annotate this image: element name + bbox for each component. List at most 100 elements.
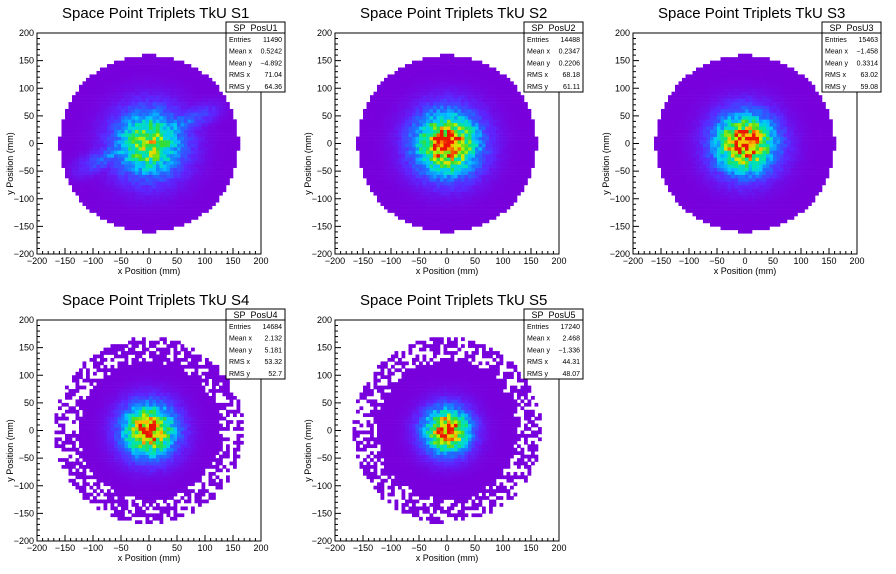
heatmap-cell — [177, 70, 181, 75]
heatmap-cell — [699, 216, 704, 220]
heatmap-cell — [492, 178, 497, 182]
heatmap-cell — [475, 174, 479, 179]
heatmap-cell — [433, 77, 437, 82]
heatmap-cell — [443, 129, 448, 134]
heatmap-cell — [198, 171, 202, 175]
heatmap-cell — [412, 60, 416, 65]
heatmap-cell — [373, 105, 378, 110]
heatmap-cell — [433, 108, 437, 113]
heatmap-cell — [401, 67, 406, 72]
heatmap-cell — [475, 129, 479, 134]
heatmap-cell — [450, 167, 455, 172]
heatmap-cell — [128, 112, 132, 117]
heatmap-cell — [180, 136, 185, 141]
heatmap-cell — [654, 136, 658, 141]
heatmap-cell — [380, 167, 385, 172]
heatmap-cell — [506, 153, 511, 158]
heatmap-cell — [107, 140, 111, 144]
heatmap-cell — [447, 70, 451, 75]
heatmap-cell — [685, 102, 690, 106]
heatmap-cell — [75, 174, 80, 179]
heatmap-cell — [107, 129, 111, 134]
heatmap-cell — [100, 88, 104, 92]
heatmap-cell — [478, 126, 483, 130]
heatmap-cell — [422, 98, 427, 103]
heatmap-cell — [475, 102, 479, 106]
heatmap-cell — [156, 157, 160, 162]
heatmap-cell — [450, 64, 455, 68]
heatmap-cell — [419, 95, 423, 99]
heatmap-cell — [103, 102, 108, 106]
heatmap-cell — [419, 164, 423, 168]
heatmap-cell — [510, 108, 514, 113]
heatmap-cell — [489, 202, 493, 206]
heatmap-cell — [454, 191, 458, 196]
heatmap-cell — [107, 198, 111, 203]
heatmap-cell — [408, 157, 413, 162]
heatmap-cell — [163, 178, 167, 182]
heatmap-cell — [65, 153, 69, 158]
heatmap-cell — [384, 198, 388, 203]
heatmap-cell — [503, 202, 507, 206]
heatmap-cell — [461, 160, 465, 165]
heatmap-cell — [689, 122, 693, 127]
heatmap-cell — [699, 153, 704, 158]
heatmap-cell — [471, 126, 476, 130]
heatmap-cell — [180, 160, 185, 165]
heatmap-cell — [100, 195, 104, 200]
heatmap-cell — [706, 105, 711, 110]
heatmap-cell — [208, 102, 213, 106]
heatmap-cell — [496, 212, 500, 217]
heatmap-cell — [391, 202, 395, 206]
heatmap-cell — [426, 119, 430, 124]
heatmap-cell — [485, 98, 490, 103]
heatmap-cell — [710, 84, 714, 89]
heatmap-cell — [117, 167, 122, 172]
heatmap-cell — [135, 222, 139, 227]
heatmap-cell — [682, 205, 686, 210]
heatmap-cell — [152, 126, 157, 130]
heatmap-cell — [492, 102, 497, 106]
heatmap-cell — [661, 129, 665, 134]
heatmap-cell — [156, 140, 160, 144]
heatmap-cell — [710, 191, 714, 196]
heatmap-cell — [149, 150, 153, 155]
heatmap-cell — [685, 105, 690, 110]
heatmap-cell — [429, 126, 434, 130]
heatmap-cell — [510, 136, 514, 141]
heatmap-cell — [159, 91, 164, 96]
heatmap-cell — [415, 153, 420, 158]
heatmap-cell — [380, 98, 385, 103]
heatmap-cell — [86, 181, 90, 186]
heatmap-cell — [475, 108, 479, 113]
heatmap-cell — [180, 95, 185, 99]
heatmap-cell — [377, 95, 381, 99]
heatmap-cell — [419, 216, 423, 220]
heatmap-cell — [482, 164, 486, 168]
heatmap-cell — [457, 133, 462, 137]
heatmap-cell — [222, 102, 227, 106]
heatmap-cell — [457, 157, 462, 162]
heatmap-cell — [93, 150, 97, 155]
stats-value: 71.04 — [264, 72, 282, 79]
heatmap-cell — [499, 102, 504, 106]
heatmap-cell — [450, 229, 455, 234]
heatmap-cell — [422, 81, 427, 86]
heatmap-cell — [380, 95, 385, 99]
heatmap-cell — [429, 67, 434, 72]
heatmap-cell — [433, 181, 437, 186]
heatmap-cell — [219, 122, 223, 127]
heatmap-cell — [117, 202, 122, 206]
heatmap-cell — [145, 160, 150, 165]
heatmap-cell — [219, 129, 223, 134]
heatmap-cell — [419, 136, 423, 141]
heatmap-cell — [68, 146, 73, 151]
heatmap-cell — [485, 205, 490, 210]
heatmap-cell — [440, 216, 444, 220]
heatmap-cell — [496, 184, 500, 189]
heatmap-cell — [478, 181, 483, 186]
heatmap-cell — [713, 91, 718, 96]
heatmap-cell — [194, 136, 199, 141]
heatmap-cell — [503, 178, 507, 182]
heatmap-cell — [149, 216, 153, 220]
